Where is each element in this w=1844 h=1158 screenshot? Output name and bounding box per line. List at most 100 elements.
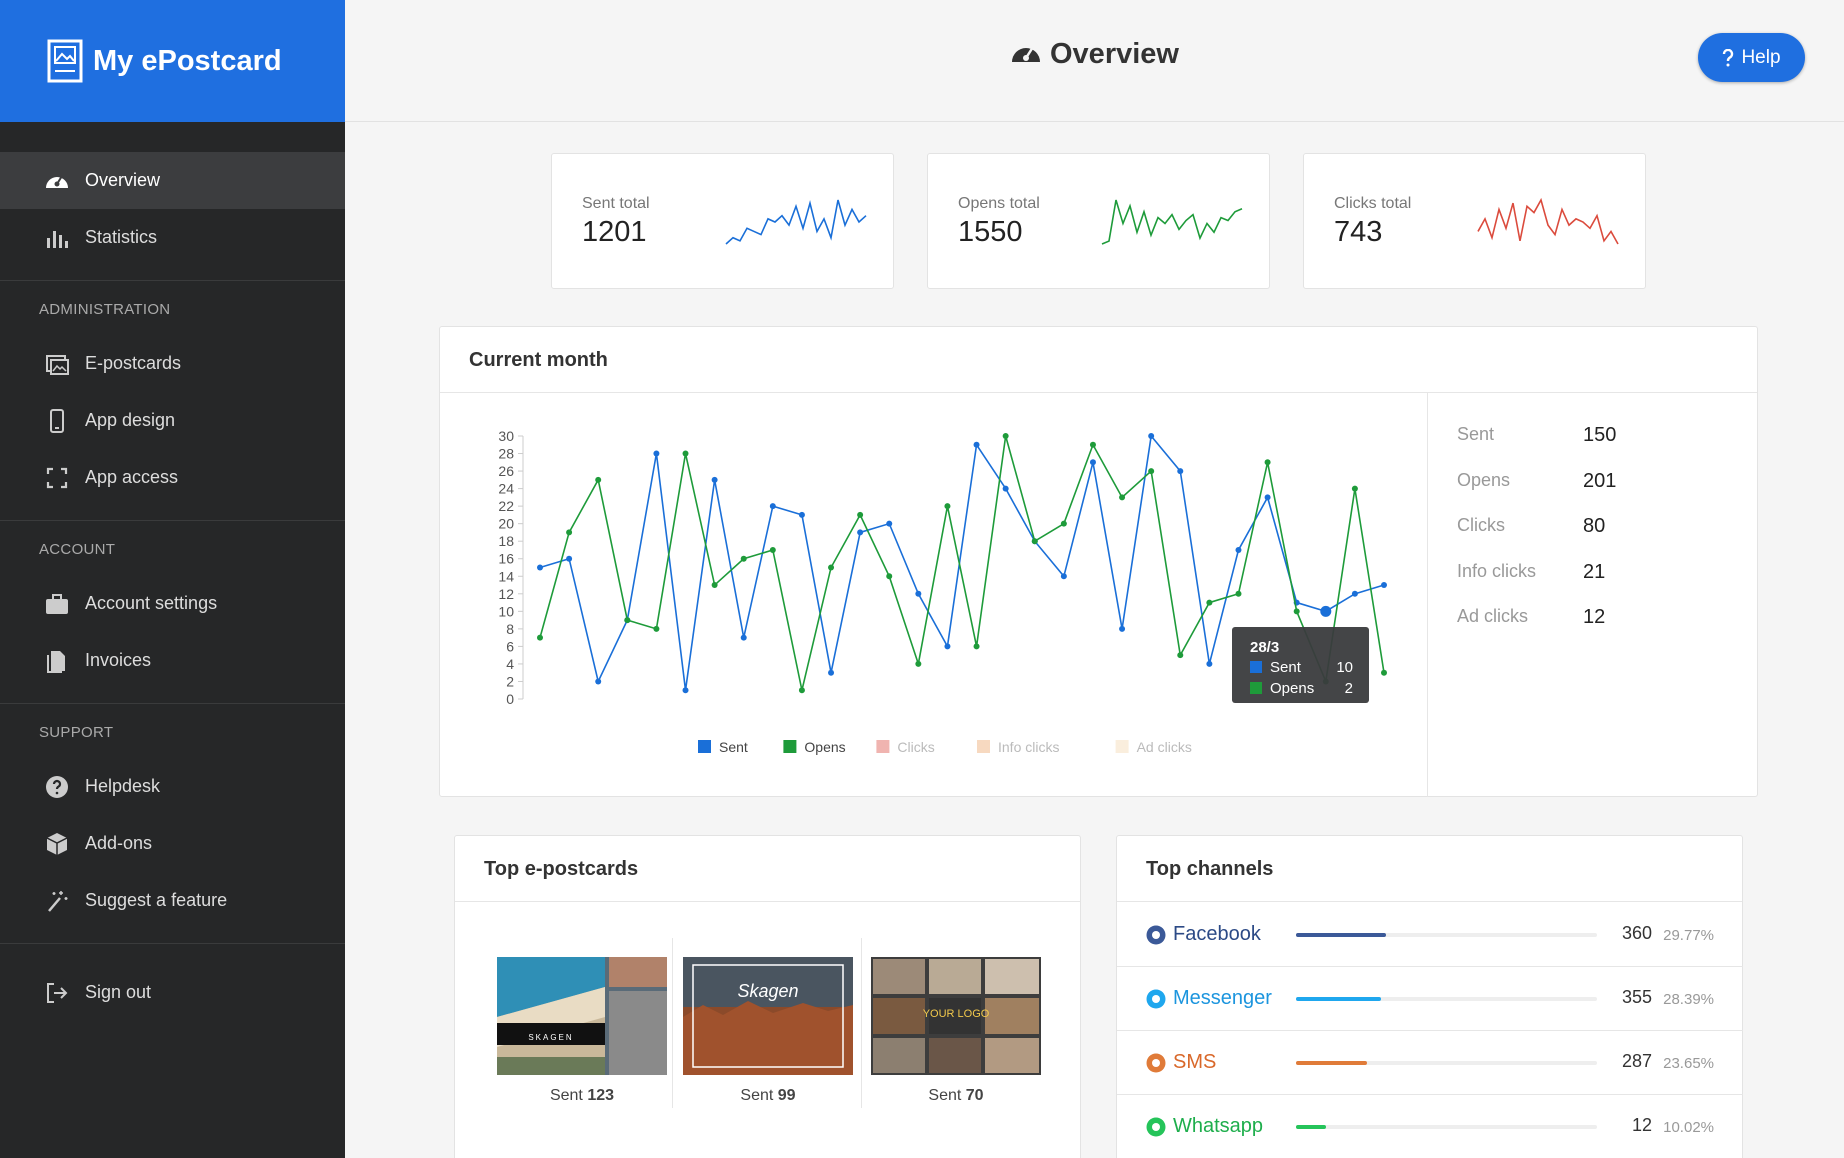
summary-label: Clicks: [1457, 515, 1505, 535]
nav-item[interactable]: Invoices: [0, 632, 345, 689]
nav-icon: [47, 231, 68, 248]
legend-label: Opens: [804, 739, 845, 755]
channel-value: 360: [1621, 923, 1652, 943]
nav-item[interactable]: Overview: [0, 152, 345, 209]
nav-icon: [46, 594, 68, 614]
nav-item[interactable]: E-postcards: [0, 335, 345, 392]
channel-bar: [1296, 933, 1386, 937]
y-tick-label: 18: [498, 533, 514, 549]
nav-group: Overview Statistics: [0, 122, 345, 281]
tooltip-swatch: [1250, 661, 1262, 673]
title-icon: [1012, 46, 1040, 62]
nav-group: SUPPORT Helpdesk Add-ons Suggest a feature: [0, 704, 345, 944]
nav-item[interactable]: Suggest a feature: [0, 872, 345, 929]
nav-label: App design: [85, 410, 176, 430]
nav-label: Add-ons: [85, 833, 153, 853]
postcard-thumbnail[interactable]: YOUR LOGO: [871, 957, 1041, 1075]
stat-value: 1550: [958, 216, 1023, 248]
data-point: [944, 503, 951, 510]
summary-value: 201: [1583, 469, 1617, 492]
sparkline: [1477, 197, 1619, 245]
data-point: [1235, 590, 1242, 597]
data-point: [973, 643, 980, 650]
legend-swatch: [1115, 740, 1129, 753]
data-point: [624, 617, 631, 624]
channel-name[interactable]: SMS: [1173, 1051, 1217, 1073]
legend-swatch: [783, 740, 797, 753]
legend-label: Ad clicks: [1137, 739, 1192, 755]
hover-point: [1320, 605, 1332, 617]
summary-value: 21: [1583, 560, 1606, 583]
nav-item[interactable]: App design: [0, 392, 345, 449]
data-point: [595, 476, 602, 483]
stat-label: Sent total: [582, 195, 650, 212]
channel-value: 287: [1621, 1051, 1652, 1071]
tooltip-value: 10: [1336, 659, 1353, 676]
data-point: [1119, 625, 1126, 632]
data-point: [1381, 669, 1387, 676]
nav-item[interactable]: Sign out: [0, 964, 345, 1021]
legend-label: Info clicks: [998, 739, 1059, 755]
stat-value: 743: [1334, 216, 1383, 248]
nav-label: Account settings: [85, 593, 218, 613]
nav-icon: [47, 651, 65, 673]
legend-swatch: [977, 740, 990, 753]
card-title: Top e-postcards: [455, 836, 1080, 902]
nav-label: Invoices: [85, 650, 152, 670]
data-point: [595, 678, 602, 685]
sidebar: Overview Statistics ADMINISTRATION E-postca…: [0, 122, 345, 1158]
tooltip-name: Sent: [1270, 659, 1302, 676]
channel-name[interactable]: Messenger: [1173, 987, 1272, 1009]
postcard-caption: SKAGEN: [528, 1033, 573, 1042]
data-point: [1351, 485, 1358, 492]
divider: [1427, 393, 1428, 797]
postcard-thumbnail[interactable]: Skagen: [683, 957, 853, 1075]
nav-item[interactable]: Add-ons: [0, 815, 345, 872]
nav-label: Overview: [85, 170, 161, 190]
summary-value: 80: [1583, 515, 1606, 537]
channel-name[interactable]: Whatsapp: [1173, 1115, 1264, 1137]
nav-item[interactable]: Statistics: [0, 209, 345, 266]
nav-item[interactable]: App access: [0, 449, 345, 506]
channel-percent: 23.65%: [1663, 1055, 1714, 1072]
data-point: [682, 450, 689, 457]
data-point: [857, 529, 864, 536]
data-point: [1177, 468, 1184, 475]
brand[interactable]: My ePostcard: [0, 0, 345, 122]
top-channels-card: Top channels Facebook 360 29.77% Messenger 3…: [1116, 835, 1743, 1158]
current-month-card: Current month 0 2 4 6 8 10 12 14 16 18 20 22 24 26 28 3…: [439, 326, 1758, 797]
channel-track: [1296, 997, 1597, 1001]
channel-bar: [1296, 997, 1382, 1001]
y-tick-label: 20: [498, 516, 514, 532]
data-point: [537, 564, 543, 571]
data-point: [886, 520, 893, 527]
data-point: [1148, 433, 1155, 439]
channel-name[interactable]: Facebook: [1173, 923, 1261, 945]
nav-icon: [46, 467, 68, 489]
nav-item[interactable]: Helpdesk: [0, 758, 345, 815]
summary-label: Ad clicks: [1457, 606, 1529, 626]
brand-name: My ePostcard: [93, 44, 282, 77]
sparkline-line: [1477, 197, 1619, 245]
channel-track: [1296, 1061, 1597, 1065]
y-tick-label: 14: [498, 568, 514, 584]
postcard-thumbnail[interactable]: SKAGEN: [497, 957, 667, 1075]
nav-icon: [50, 409, 64, 433]
nav-icon: [46, 833, 68, 855]
data-point: [915, 590, 922, 597]
postcard-sent: Sent 123: [487, 1087, 677, 1105]
channel-bar: [1296, 1061, 1368, 1065]
tooltip-name: Opens: [1270, 680, 1314, 697]
data-point: [1002, 485, 1009, 492]
nav-label: Statistics: [85, 227, 158, 247]
nav-item[interactable]: Account settings: [0, 575, 345, 632]
tooltip-value: 2: [1345, 680, 1353, 697]
sent-label: Sent: [928, 1087, 962, 1104]
y-tick-label: 0: [506, 691, 514, 707]
help-button[interactable]: Help: [1698, 33, 1805, 82]
y-tick-label: 8: [506, 621, 514, 637]
data-point: [1148, 468, 1155, 475]
tooltip-title: 28/3: [1250, 639, 1279, 656]
data-point: [653, 450, 660, 457]
title-text: Overview: [1050, 38, 1179, 70]
